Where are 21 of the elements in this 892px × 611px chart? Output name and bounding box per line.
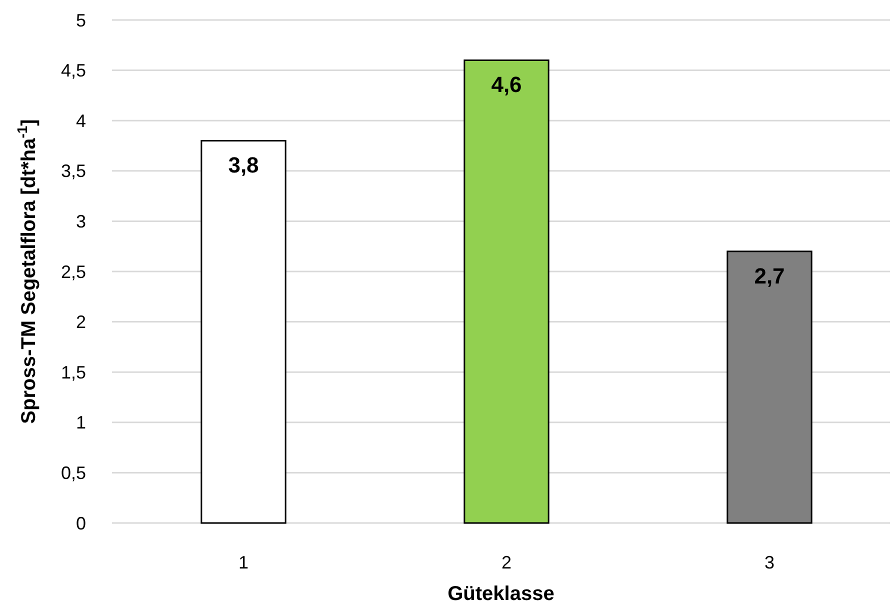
data-label: 4,6 [491, 72, 522, 98]
y-tick-label: 5 [76, 10, 86, 30]
y-tick-label: 2 [76, 312, 86, 332]
y-tick-label: 1 [76, 412, 86, 433]
data-label: 2,7 [754, 263, 785, 288]
x-tick-label: 2 [501, 552, 512, 572]
y-tick-label: 4 [76, 110, 86, 131]
bar [464, 59, 550, 524]
data-label: 3,8 [228, 152, 259, 178]
y-tick-label: 3 [76, 212, 86, 232]
x-axis-title: Güteklasse [448, 583, 554, 605]
y-tick-label: 2,5 [60, 262, 86, 282]
y-tick-label: 0,5 [60, 463, 86, 483]
bar [200, 140, 286, 524]
y-tick-label: 0 [76, 513, 86, 534]
y-tick-label: 1,5 [60, 362, 86, 382]
x-tick-label: 1 [238, 552, 249, 572]
x-tick-label: 3 [764, 552, 775, 572]
bar [726, 250, 812, 524]
y-tick-label: 4,5 [60, 60, 86, 81]
y-tick-label: 3,5 [60, 161, 86, 182]
